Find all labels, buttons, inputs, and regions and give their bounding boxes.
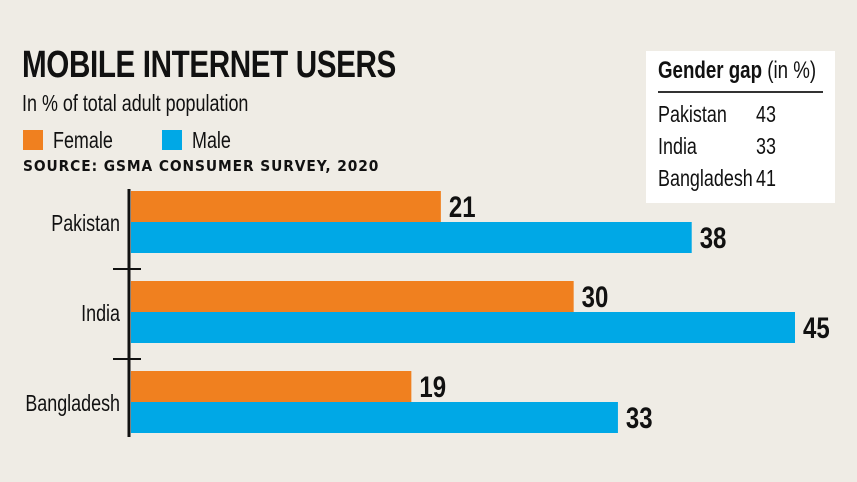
chart-title: MOBILE INTERNET USERS <box>22 44 396 86</box>
gender-gap-box: Gender gap (in %) Pakistan 43 India 33 B… <box>646 51 835 203</box>
gender-gap-title: Gender gap (in %) <box>658 57 817 84</box>
data-label: 38 <box>700 220 727 254</box>
category-label: Pakistan <box>51 211 120 237</box>
legend-swatch-male <box>162 130 182 150</box>
category-label: India <box>81 301 120 327</box>
bar-female <box>131 281 574 312</box>
legend-male: Male <box>162 126 242 153</box>
data-label: 21 <box>449 189 476 223</box>
bar-female <box>131 191 441 222</box>
bar-female <box>131 371 412 402</box>
gap-value: 41 <box>756 165 776 191</box>
data-label: 33 <box>626 400 653 434</box>
divider <box>658 91 823 93</box>
category-label: Bangladesh <box>25 391 120 417</box>
bar-male <box>131 312 795 343</box>
legend-swatch-female <box>23 130 43 150</box>
gap-country: Pakistan <box>658 101 727 127</box>
data-label: 45 <box>803 310 830 344</box>
bar-male <box>131 222 692 253</box>
gap-value: 43 <box>756 101 776 127</box>
data-label: 30 <box>582 279 609 313</box>
legend-label-male: Male <box>192 126 231 153</box>
gap-value: 33 <box>756 133 776 159</box>
data-label: 19 <box>419 369 446 403</box>
legend-label-female: Female <box>53 126 113 153</box>
legend-female: Female <box>23 126 130 153</box>
bar-male <box>131 402 618 433</box>
chart-subtitle: In % of total adult population <box>22 90 249 116</box>
gap-country: India <box>658 133 697 159</box>
gap-country: Bangladesh <box>658 165 753 191</box>
source-note: SOURCE: GSMA CONSUMER SURVEY, 2020 <box>23 157 380 175</box>
